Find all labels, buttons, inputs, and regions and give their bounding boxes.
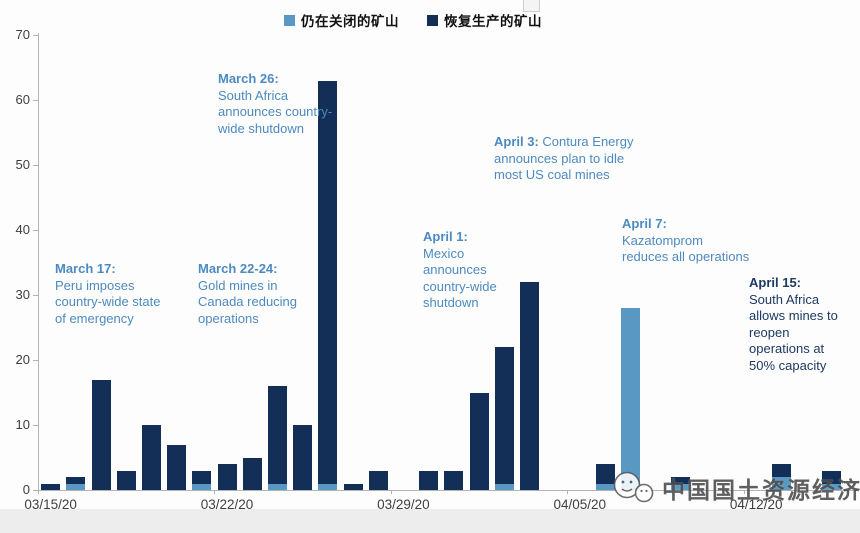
y-axis-tick [33,35,38,36]
y-axis-tick-label: 10 [15,417,30,432]
x-axis-tick-label: 04/05/20 [553,497,607,512]
annotation-april-1: April 1: Mexico announces country-wide sh… [423,229,531,312]
bar-closed-segment [620,308,640,490]
annotation-body: Peru imposes country-wide state of emerg… [55,277,161,326]
legend-swatch-closed-icon [284,14,295,26]
x-axis-tick-label: 03/22/20 [200,497,254,512]
annotation-march-22-24: March 22-24: Gold mines in Canada reducin… [198,261,316,327]
bar-resumed-segment [368,470,388,490]
bar-resumed-segment [771,464,791,477]
bar-closed-segment [192,483,212,490]
annotation-heading: April 3: [494,134,543,149]
annotation-april-3: April 3: Contura Energy announces plan t… [494,134,634,184]
chart-legend: 仍在关闭的矿山 恢复生产的矿山 [284,10,542,30]
annotation-body: Mexico announces country-wide shutdown [423,245,497,311]
x-axis-tick-label: 03/15/20 [24,497,77,512]
x-axis-tick-label: 03/29/20 [377,497,430,512]
annotation-body: Contura Energy announces plan to idle mo… [494,134,634,182]
bar-resumed-segment [267,386,287,484]
bar-closed-segment [595,483,615,490]
annotation-march-26: March 26: South Africa announces country-… [218,71,340,137]
y-axis-tick [33,295,38,296]
y-axis-tick-label: 60 [15,92,30,107]
legend-item-resumed-mines: 恢复生产的矿山 [427,10,542,30]
y-axis-tick [33,425,38,426]
bar-resumed-segment [419,470,439,490]
bar-resumed-segment [192,470,212,484]
bar-resumed-segment [91,379,111,490]
y-axis-tick [33,490,38,491]
bar-resumed-segment [444,470,464,490]
bar-resumed-segment [167,444,187,490]
y-axis-tick-label: 0 [22,482,30,497]
bar-resumed-segment [116,470,136,490]
bar-closed-segment [318,483,338,490]
x-axis-tick [214,490,216,494]
annotation-body: Kazatomprom reduces all operations [622,232,750,265]
y-axis-tick-label: 40 [15,222,30,237]
footer-band [0,509,860,533]
y-axis-tick [33,230,38,231]
annotation-heading: April 1: [423,229,468,244]
x-axis-tick [743,490,745,494]
legend-swatch-resumed-icon [427,14,438,26]
annotation-heading: April 7: [622,216,667,231]
bar-resumed-segment [293,425,313,490]
x-axis-line [38,490,857,491]
y-axis-tick [33,100,38,101]
legend-label-closed-mines: 仍在关闭的矿山 [301,14,399,29]
wechat-moon-icon [613,471,654,503]
legend-item-closed-mines: 仍在关闭的矿山 [284,10,399,30]
annotation-body: South Africa allows mines to reopen oper… [749,291,838,373]
bar-resumed-segment [595,464,615,484]
watermark-text: 中国国土资源经济 [662,477,860,503]
y-axis-tick-label: 50 [15,157,30,172]
legend-label-resumed-mines: 恢复生产的矿山 [444,14,542,29]
y-axis-tick-label: 20 [15,352,30,367]
y-axis-tick [33,165,38,166]
top-decoration-square [523,0,540,12]
bar-resumed-segment [217,464,237,490]
bar-closed-segment [66,483,86,490]
x-axis-tick [567,490,569,494]
annotation-april-15: April 15: South Africa allows mines to re… [749,275,853,374]
bar-closed-segment [267,483,287,490]
annotation-heading: March 26: [218,71,279,86]
annotation-heading: April 15: [749,275,802,290]
annotation-heading: March 17: [55,261,116,276]
bar-resumed-segment [66,477,86,484]
x-axis-tick [38,490,39,494]
bar-closed-segment [671,483,691,490]
bar-resumed-segment [343,483,363,490]
bar-resumed-segment [41,483,61,490]
annotation-body: South Africa announces country-wide shut… [218,87,333,136]
bar-resumed-segment [469,392,489,490]
y-axis-line [38,33,39,490]
bar-closed-segment [494,483,514,490]
annotation-heading: March 22-24: [198,261,278,276]
bar-resumed-segment [519,282,539,490]
annotation-march-17: March 17: Peru imposes country-wide state… [55,261,167,327]
y-axis-tick-label: 70 [15,27,30,42]
x-axis-tick-label: 04/12/20 [729,497,783,512]
watermark: 中国国土资源经济 [608,470,860,506]
bar-closed-segment [822,483,842,490]
bar-resumed-segment [242,457,262,490]
annotation-april-7: April 7: Kazatomprom reduces all operatio… [622,216,750,266]
annotation-body: Gold mines in Canada reducing operations [198,277,298,326]
x-axis-tick [390,490,392,494]
bar-resumed-segment [141,425,161,490]
bar-resumed-segment [318,80,338,484]
y-axis-tick [33,360,38,361]
y-axis-tick-label: 30 [15,287,30,302]
bar-resumed-segment [671,477,691,484]
bar-resumed-segment [822,470,842,484]
bar-closed-segment [771,477,791,490]
bar-resumed-segment [494,347,514,484]
